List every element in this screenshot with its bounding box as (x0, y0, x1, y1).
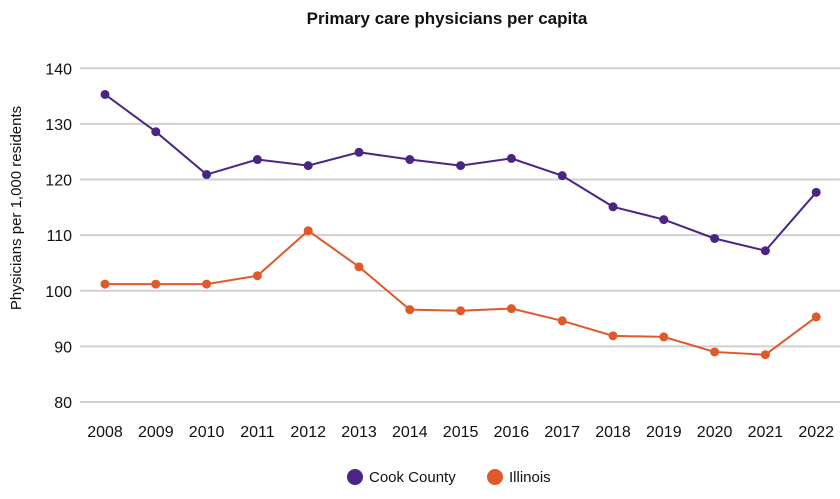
x-tick-label: 2017 (544, 424, 580, 441)
data-point (151, 127, 161, 137)
data-point (151, 279, 161, 289)
data-point (557, 316, 567, 326)
data-point (557, 171, 567, 181)
x-tick-label: 2015 (443, 424, 479, 441)
x-tick-label: 2016 (494, 424, 530, 441)
data-point (760, 246, 770, 256)
x-tick-label: 2018 (595, 424, 631, 441)
data-point (659, 215, 669, 225)
x-tick-label: 2022 (798, 424, 834, 441)
y-tick-label: 140 (45, 61, 72, 78)
legend-label: Cook County (369, 469, 456, 486)
data-point (760, 350, 770, 360)
y-tick-label: 120 (45, 173, 72, 190)
x-tick-label: 2012 (290, 424, 326, 441)
y-tick-label: 100 (45, 284, 72, 301)
chart-title: Primary care physicians per capita (307, 9, 588, 28)
data-point (811, 312, 821, 322)
legend-item: Cook County (347, 469, 456, 486)
x-tick-label: 2020 (697, 424, 733, 441)
x-tick-label: 2013 (341, 424, 377, 441)
data-point (608, 202, 618, 212)
x-tick-label: 2011 (240, 424, 275, 441)
y-tick-label: 130 (45, 117, 72, 134)
data-point (659, 332, 669, 342)
y-tick-label: 110 (46, 228, 72, 245)
legend-label: Illinois (509, 469, 551, 486)
data-point (811, 187, 821, 197)
legend-marker (347, 469, 363, 485)
data-point (100, 89, 110, 99)
data-point (100, 279, 110, 289)
x-tick-label: 2014 (392, 424, 428, 441)
data-point (405, 155, 415, 165)
x-tick-label: 2008 (87, 424, 123, 441)
data-point (456, 306, 466, 316)
data-point (252, 155, 262, 165)
data-point (608, 331, 618, 341)
data-point (303, 226, 313, 236)
y-tick-label: 90 (54, 339, 72, 356)
data-point (354, 262, 364, 272)
data-point (303, 161, 313, 171)
x-tick-label: 2010 (189, 424, 225, 441)
y-tick-label: 80 (54, 395, 72, 412)
series-cook-county (100, 89, 821, 256)
y-axis-label: Physicians per 1,000 residents (8, 106, 25, 310)
data-point (710, 347, 720, 357)
x-tick-label: 2021 (748, 424, 784, 441)
series-illinois (100, 226, 821, 360)
data-point (202, 279, 212, 289)
series-line (104, 93, 817, 252)
series-line (105, 229, 817, 356)
legend-item: Illinois (487, 469, 551, 486)
data-point (506, 304, 516, 314)
x-tick-label: 2009 (138, 424, 174, 441)
data-point (710, 233, 720, 243)
data-point (202, 170, 212, 180)
data-point (506, 153, 516, 163)
data-point (405, 305, 415, 315)
legend-marker (487, 469, 503, 485)
x-tick-label: 2019 (646, 424, 682, 441)
data-point (456, 161, 466, 171)
data-point (252, 271, 262, 281)
data-point (354, 147, 364, 157)
